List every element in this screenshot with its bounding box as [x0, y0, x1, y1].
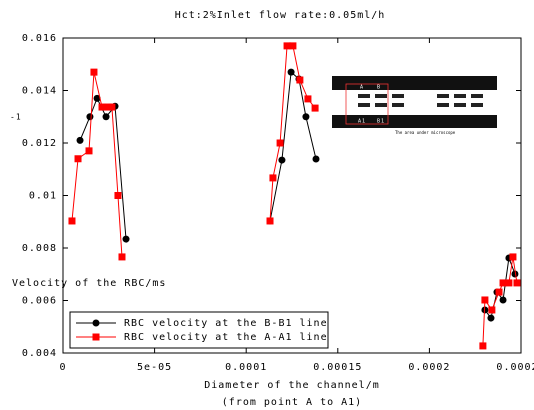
- data-point: [103, 113, 110, 120]
- legend-label: RBC velocity at the B-B1 line: [124, 318, 328, 329]
- y-tick-label: 0.008: [22, 243, 57, 254]
- data-point: [288, 69, 295, 76]
- x-tick-label: 0.0001: [225, 362, 267, 373]
- x-tick-label: 0.00015: [313, 362, 362, 373]
- y-axis-label-superscript: -1: [10, 113, 22, 122]
- x-axis-label-line2: (from point A to A1): [222, 397, 362, 408]
- data-point: [496, 289, 503, 296]
- data-point: [304, 95, 311, 102]
- data-point: [312, 156, 319, 163]
- inset-wall: [332, 76, 497, 90]
- y-tick-label: 0.016: [22, 33, 57, 44]
- legend-marker: [93, 320, 100, 327]
- data-point: [90, 69, 97, 76]
- data-point: [513, 279, 520, 286]
- data-point: [487, 315, 494, 322]
- data-point: [500, 296, 507, 303]
- data-point: [86, 113, 93, 120]
- y-axis-label: Velocity of the RBC/ms: [12, 278, 166, 289]
- data-point: [289, 42, 296, 49]
- data-point: [267, 217, 274, 224]
- data-point: [114, 192, 121, 199]
- chart-title: Hct:2%Inlet flow rate:0.05ml/h: [175, 10, 386, 21]
- y-tick-label: 0.012: [22, 138, 57, 149]
- inset-label: A1: [358, 119, 366, 125]
- x-axis-label: Diameter of the channel/m: [204, 380, 380, 391]
- y-tick-label: 0.01: [29, 191, 57, 202]
- data-point: [108, 104, 115, 111]
- inset-label: B: [377, 85, 381, 91]
- data-point: [488, 306, 495, 313]
- legend-marker: [93, 334, 100, 341]
- data-point: [277, 140, 284, 147]
- data-point: [68, 217, 75, 224]
- x-tick-label: 5e-05: [137, 362, 172, 373]
- data-point: [302, 113, 309, 120]
- legend-label: RBC velocity at the A-A1 line: [124, 332, 328, 343]
- inset-diagram: A B A1 B1 The area under microscope: [330, 76, 497, 135]
- y-tick-label: 0.014: [22, 86, 57, 97]
- data-point: [77, 137, 84, 144]
- y-tick-label: 0.004: [22, 348, 57, 359]
- data-point: [479, 342, 486, 349]
- data-point: [99, 104, 106, 111]
- inset-label: B1: [377, 119, 385, 125]
- data-point: [312, 105, 319, 112]
- inset-caption: The area under microscope: [395, 130, 456, 135]
- data-point: [75, 155, 82, 162]
- inset-wall: [332, 115, 497, 128]
- data-point: [86, 147, 93, 154]
- x-tick-label: 0.0002: [408, 362, 450, 373]
- data-point: [509, 253, 516, 260]
- y-tick-label: 0.006: [22, 296, 57, 307]
- data-point: [296, 77, 303, 84]
- x-tick-label: 0.00025: [496, 362, 534, 373]
- x-tick-label: 0: [59, 362, 66, 373]
- data-point: [481, 296, 488, 303]
- data-point: [278, 157, 285, 164]
- inset-label: A: [360, 85, 364, 91]
- data-point: [269, 174, 276, 181]
- data-point: [123, 236, 130, 243]
- chart: Hct:2%Inlet flow rate:0.05ml/h Velocity …: [0, 0, 534, 410]
- data-point: [505, 279, 512, 286]
- data-point: [118, 253, 125, 260]
